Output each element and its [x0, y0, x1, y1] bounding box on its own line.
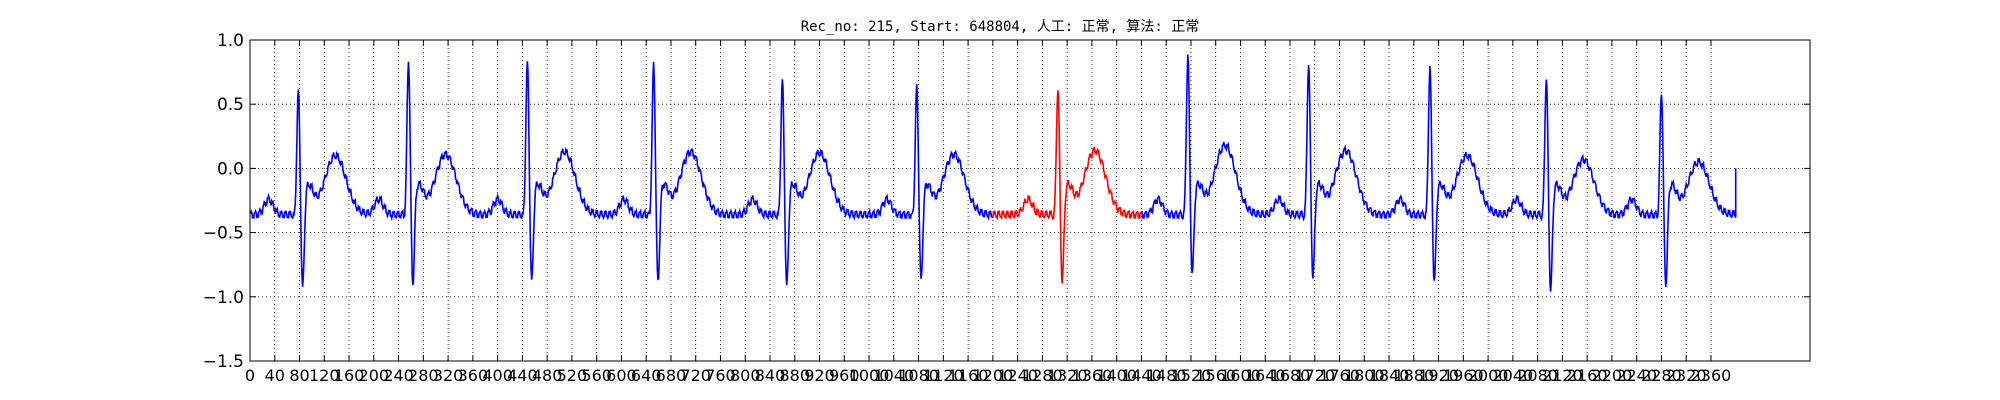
x-tick-label: 520	[557, 366, 588, 385]
x-tick-label: 1840	[1369, 366, 1410, 385]
x-axis-ticks: 0 40 80 12016020024028032036040044048052056…	[245, 40, 1731, 385]
grid	[250, 40, 1810, 361]
y-tick-label: 0.5	[217, 95, 244, 115]
x-tick-label: 1280	[1022, 366, 1063, 385]
x-tick-label: 1440	[1121, 366, 1162, 385]
x-tick-label: 800	[730, 366, 761, 385]
chart-title: Rec_no: 215, Start: 648804, 人工: 正常, 算法: …	[801, 19, 1200, 35]
x-tick-label: 1640	[1245, 366, 1286, 385]
x-tick-label: 600	[606, 366, 637, 385]
ecg-line-before	[249, 61, 994, 287]
y-tick-label: −1.5	[203, 352, 244, 372]
x-tick-label: 2120	[1542, 366, 1583, 385]
x-tick-label: 1040	[873, 366, 914, 385]
x-tick-label: 2000	[1468, 366, 1509, 385]
x-tick-label: 560	[581, 366, 612, 385]
x-tick-label: 40	[265, 366, 285, 385]
x-tick-label: 1200	[972, 366, 1013, 385]
x-tick-label: 120	[309, 366, 340, 385]
x-tick-label: 840	[755, 366, 786, 385]
x-tick-label: 2280	[1641, 366, 1682, 385]
x-tick-label: 1000	[849, 366, 890, 385]
x-tick-label: 1560	[1195, 366, 1236, 385]
x-tick-label: 760	[705, 366, 736, 385]
x-tick-label: 2040	[1492, 366, 1533, 385]
x-tick-label: 200	[359, 366, 390, 385]
x-tick-label: 2200	[1592, 366, 1633, 385]
x-tick-label: 2160	[1567, 366, 1608, 385]
x-tick-label: 2240	[1616, 366, 1657, 385]
x-tick-label: 1920	[1418, 366, 1459, 385]
x-tick-label: 160	[334, 366, 365, 385]
x-tick-label: 720	[680, 366, 711, 385]
x-tick-label: 480	[532, 366, 563, 385]
ecg-series	[249, 54, 1737, 292]
x-tick-label: 1240	[997, 366, 1038, 385]
x-tick-label: 440	[507, 366, 538, 385]
x-tick-label: 1960	[1443, 366, 1484, 385]
x-tick-label: 920	[804, 366, 835, 385]
y-axis-ticks: −1.5 −1.0 −0.5 0.0 0.5 1.0	[203, 31, 1810, 372]
x-tick-label: 280	[408, 366, 439, 385]
x-tick-label: 240	[383, 366, 414, 385]
x-tick-label: 1400	[1096, 366, 1137, 385]
x-tick-label: 1600	[1220, 366, 1261, 385]
x-tick-label: 1800	[1344, 366, 1385, 385]
x-tick-label: 680	[656, 366, 687, 385]
x-tick-label: 880	[779, 366, 810, 385]
x-tick-label: 1880	[1393, 366, 1434, 385]
x-tick-label: 360	[458, 366, 489, 385]
x-tick-label: 1680	[1270, 366, 1311, 385]
x-tick-label: 2360	[1691, 366, 1732, 385]
x-tick-label: 320	[433, 366, 464, 385]
x-tick-label: 1120	[923, 366, 964, 385]
x-tick-label: 1520	[1171, 366, 1212, 385]
y-tick-label: −0.5	[203, 224, 244, 244]
ecg-line-highlight	[992, 90, 1143, 284]
x-tick-label: 400	[482, 366, 513, 385]
x-tick-label: 0	[245, 366, 255, 385]
x-tick-label: 1320	[1047, 366, 1088, 385]
y-tick-label: 1.0	[217, 31, 244, 51]
x-tick-label: 1360	[1072, 366, 1113, 385]
x-tick-label: 640	[631, 366, 662, 385]
x-tick-label: 2080	[1517, 366, 1558, 385]
plot-area-frame	[249, 39, 1811, 362]
x-tick-label: 1480	[1146, 366, 1187, 385]
x-tick-label: 2320	[1666, 366, 1707, 385]
x-tick-label: 1760	[1319, 366, 1360, 385]
x-tick-label: 960	[829, 366, 860, 385]
x-tick-label: 1160	[948, 366, 989, 385]
x-tick-label: 1080	[898, 366, 939, 385]
x-tick-label: 1720	[1294, 366, 1335, 385]
y-tick-label: 0.0	[217, 159, 244, 179]
y-tick-label: −1.0	[203, 288, 244, 308]
ecg-line-after	[1141, 54, 1737, 292]
x-tick-label: 80	[289, 366, 309, 385]
